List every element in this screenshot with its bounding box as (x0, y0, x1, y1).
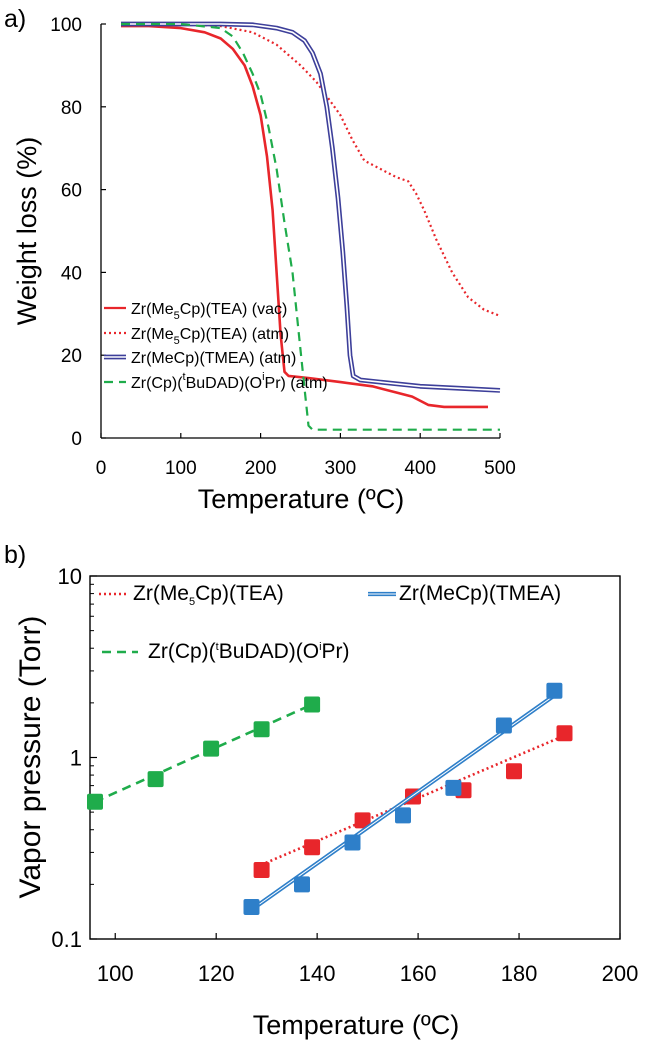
legend-label: Zr(Cp)(tBuDAD)(OiPr) (148, 640, 350, 663)
series-line-1 (124, 22, 501, 317)
legend-text-part: Pr) (322, 640, 350, 663)
series-line-3 (121, 22, 500, 431)
y-tick-label: 80 (61, 98, 82, 119)
legend-text-part: i (262, 371, 264, 383)
legend-text-part: Zr(MeCp)(TMEA) (atm) (131, 350, 296, 367)
legend-text-part: t (183, 371, 186, 383)
legend-text-part: Zr(Me (133, 582, 189, 605)
y-tick-label: 60 (61, 181, 82, 202)
x-tick-label: 0 (96, 458, 107, 479)
plot-frame (89, 575, 621, 940)
x-tick-label: 180 (501, 961, 538, 986)
x-tick-label: 300 (325, 458, 357, 479)
legend-text-part: Zr(Me (131, 326, 174, 343)
legend-text-part: Pr) (atm) (265, 375, 328, 392)
legend-label: Zr(MeCp)(TMEA) (399, 582, 561, 605)
x-tick-label: 200 (245, 458, 277, 479)
legend-text-part: i (319, 641, 321, 653)
data-point (506, 763, 522, 780)
legend-text-part: Zr(Cp)( (131, 375, 183, 392)
y-tick-label: 10 (58, 564, 82, 589)
legend-text-part: 5 (174, 335, 180, 347)
legend-text-part: t (216, 641, 219, 653)
data-point (147, 771, 164, 788)
legend-label: Zr(MeCp)(TMEA) (atm) (131, 350, 296, 367)
series-line-0 (121, 24, 488, 409)
data-point (304, 839, 321, 856)
y-tick-label: 1 (70, 746, 82, 771)
legend-text-part: 5 (189, 596, 195, 608)
x-tick-label: 100 (165, 458, 197, 479)
legend-text-part: 5 (174, 310, 180, 322)
y-tick-label: 0.1 (51, 927, 82, 952)
data-point (203, 740, 220, 757)
x-axis-title: Temperature (ºC) (253, 1010, 459, 1040)
legend-text-part: Cp)(TEA) (195, 582, 284, 605)
x-tick-label: 120 (198, 961, 235, 986)
data-point (253, 862, 270, 878)
chart-vapor-pressure: b) 100 120 140 160 180 200 0.1 1 10 Temperature (º… (4, 541, 638, 1040)
data-point (87, 793, 103, 810)
y-tick-label: 40 (61, 263, 82, 284)
legend-text-part: Zr(MeCp)(TMEA) (399, 582, 561, 605)
x-tick-label: 140 (299, 961, 336, 986)
x-tick-label: 400 (404, 458, 436, 479)
series-line-2 (121, 21, 501, 393)
chart-weight-loss: a)0 100 200 300 400 500020406080100Temperatur… (4, 5, 516, 514)
panel-label-b: b) (4, 541, 26, 569)
legend-label: Zr(Me5Cp)(TEA) (atm) (131, 326, 289, 347)
legend-text-part: Zr(Me (131, 301, 174, 318)
x-tick-label: 500 (484, 458, 516, 479)
data-point (546, 682, 563, 699)
y-axis-title: Weight loss (%) (12, 137, 42, 326)
data-point (304, 696, 321, 713)
legend-label: Zr(Me5Cp)(TEA) (133, 582, 284, 608)
legend-label: Zr(Cp)(tBuDAD)(OiPr) (atm) (131, 371, 328, 392)
data-point (445, 779, 462, 796)
legend-text-part: BuDAD)(O (186, 375, 262, 392)
data-point (395, 807, 411, 824)
legend-text-part: Cp)(TEA) (atm) (180, 326, 289, 343)
y-tick-label: 20 (61, 346, 82, 367)
legend-text-part: BuDAD)(O (219, 640, 319, 663)
y-axis-title: Vapor pressure (Torr) (14, 616, 47, 899)
data-point (556, 725, 573, 742)
x-tick-label: 100 (97, 961, 134, 986)
x-tick-label: 200 (602, 961, 639, 986)
legend-text-part: Cp)(TEA) (vac) (180, 301, 288, 318)
data-point (344, 834, 361, 851)
legend-text-part: Zr(Cp)( (148, 640, 216, 663)
x-tick-label: 160 (400, 961, 437, 986)
data-point (243, 899, 260, 915)
data-point (354, 812, 371, 829)
legend-label: Zr(Me5Cp)(TEA) (vac) (131, 301, 287, 322)
y-tick-label: 0 (71, 429, 82, 450)
panel-label-a: a) (4, 5, 26, 33)
y-tick-label: 100 (50, 15, 82, 36)
fit-line-2 (94, 703, 313, 803)
data-point (495, 717, 512, 734)
series-line-2-inner (121, 23, 501, 392)
x-axis-title: Temperature (ºC) (198, 484, 404, 514)
data-point (294, 876, 310, 893)
data-point (253, 721, 270, 738)
